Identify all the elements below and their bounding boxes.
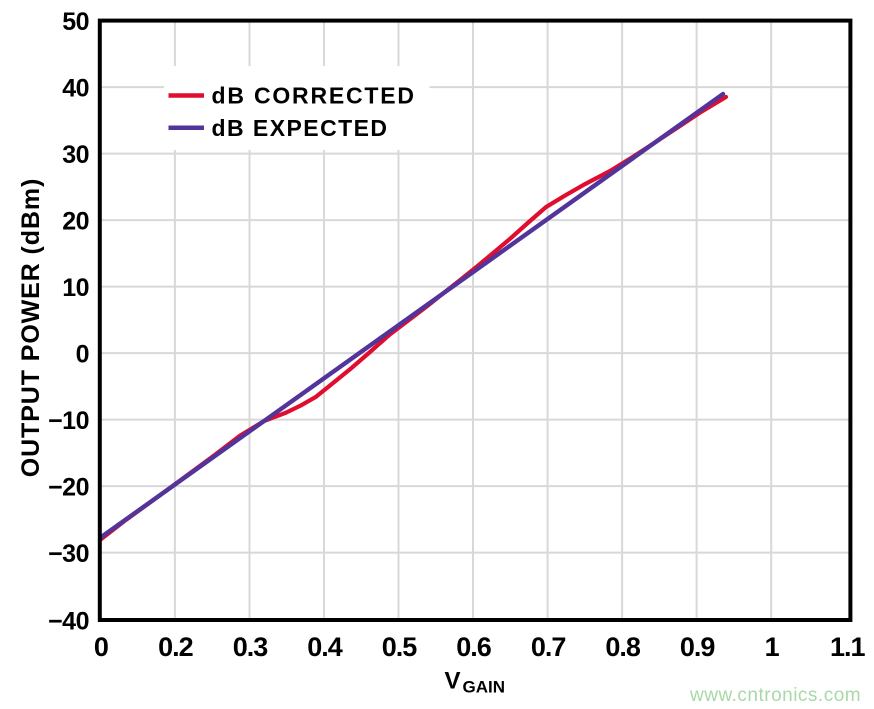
svg-text:10: 10: [62, 274, 89, 302]
svg-text:0.6: 0.6: [456, 632, 492, 662]
svg-text:1.1: 1.1: [830, 632, 866, 662]
svg-text:dB EXPECTED: dB EXPECTED: [212, 115, 389, 141]
svg-text:20: 20: [62, 207, 89, 235]
svg-text:−40: −40: [48, 607, 89, 635]
svg-text:1: 1: [765, 632, 780, 662]
svg-text:0.7: 0.7: [531, 632, 566, 662]
svg-text:−10: −10: [48, 407, 89, 435]
svg-text:−20: −20: [48, 473, 89, 501]
svg-text:dB CORRECTED: dB CORRECTED: [212, 83, 416, 109]
svg-text:0: 0: [94, 632, 108, 662]
svg-text:0.4: 0.4: [307, 632, 343, 662]
svg-text:40: 40: [62, 74, 89, 102]
svg-text:0: 0: [76, 340, 89, 368]
svg-text:0.8: 0.8: [605, 632, 641, 662]
svg-text:OUTPUT POWER (dBm): OUTPUT POWER (dBm): [17, 178, 45, 478]
svg-text:−30: −30: [48, 540, 89, 568]
svg-text:0.2: 0.2: [158, 632, 193, 662]
svg-text:50: 50: [62, 8, 89, 36]
svg-text:V: V: [445, 668, 461, 695]
svg-text:0.9: 0.9: [680, 632, 716, 662]
svg-text:30: 30: [62, 141, 89, 169]
svg-text:GAIN: GAIN: [463, 678, 506, 697]
svg-text:www.cntronics.com: www.cntronics.com: [689, 685, 861, 706]
svg-text:0.3: 0.3: [233, 632, 269, 662]
svg-text:0.5: 0.5: [382, 632, 418, 662]
